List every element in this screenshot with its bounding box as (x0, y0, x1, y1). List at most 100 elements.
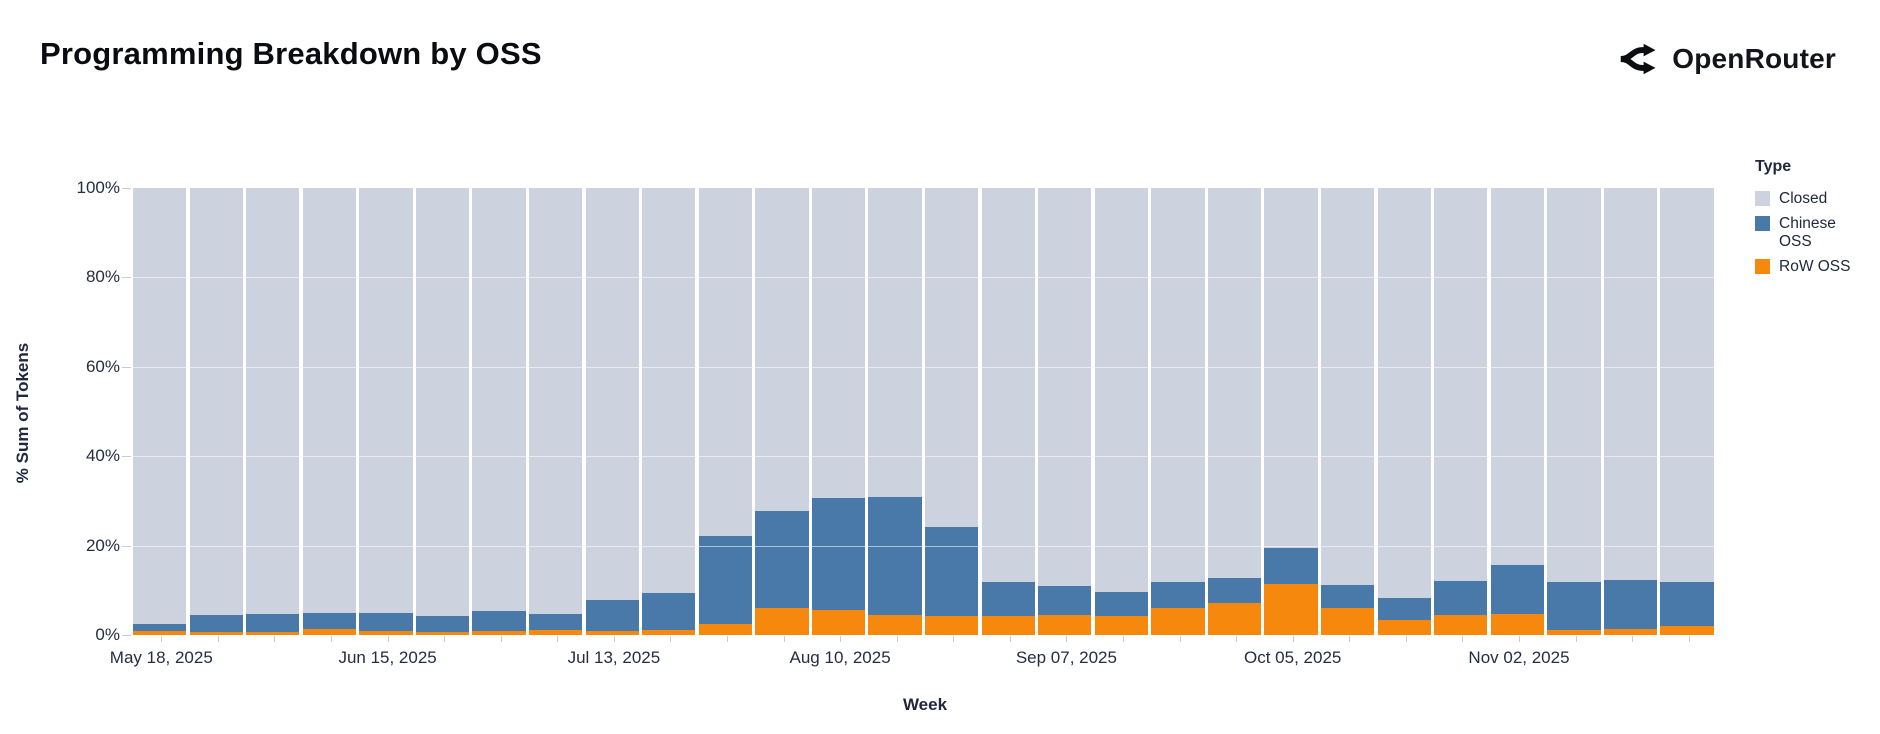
bar-segment-chinese-oss[interactable] (1094, 592, 1149, 617)
bar-segment-closed[interactable] (133, 188, 187, 625)
bar-segment-closed[interactable] (1038, 188, 1092, 586)
bar-segment-row-oss[interactable] (1603, 628, 1658, 635)
bar-segment-row-oss[interactable] (1547, 629, 1601, 635)
bar-segment-chinese-oss[interactable] (472, 610, 526, 631)
bar-segment-chinese-oss[interactable] (302, 612, 357, 629)
bar-segment-row-oss[interactable] (1264, 583, 1318, 635)
bar-segment-closed[interactable] (529, 188, 583, 615)
bar-may-25-2025[interactable] (189, 188, 243, 635)
bar-segment-closed[interactable] (698, 188, 753, 537)
bar-segment-row-oss[interactable] (642, 629, 696, 635)
bar-segment-chinese-oss[interactable] (1321, 585, 1375, 609)
bar-segment-row-oss[interactable] (1151, 608, 1205, 635)
bar-segment-closed[interactable] (868, 188, 922, 497)
bar-segment-row-oss[interactable] (1207, 603, 1262, 635)
bar-segment-closed[interactable] (189, 188, 243, 615)
bar-segment-row-oss[interactable] (1490, 614, 1545, 635)
bar-segment-chinese-oss[interactable] (642, 592, 696, 630)
bar-segment-chinese-oss[interactable] (1377, 598, 1431, 620)
bar-jun-08-2025[interactable] (302, 188, 357, 635)
bar-segment-chinese-oss[interactable] (585, 600, 639, 631)
bar-jun-22-2025[interactable] (415, 188, 470, 635)
bar-nov-02-2025[interactable] (1490, 188, 1545, 635)
bar-segment-row-oss[interactable] (359, 630, 413, 635)
bar-segment-closed[interactable] (359, 188, 413, 614)
bar-segment-closed[interactable] (246, 188, 300, 614)
bar-segment-closed[interactable] (1603, 188, 1658, 580)
bar-segment-closed[interactable] (1490, 188, 1545, 565)
bar-segment-closed[interactable] (1377, 188, 1431, 599)
bar-segment-closed[interactable] (302, 188, 357, 613)
bar-jul-06-2025[interactable] (529, 188, 583, 635)
bar-sep-14-2025[interactable] (1094, 188, 1149, 635)
bar-jul-13-2025[interactable] (585, 188, 639, 635)
bar-segment-row-oss[interactable] (925, 616, 979, 635)
bar-segment-closed[interactable] (1264, 188, 1318, 548)
bar-aug-24-2025[interactable] (925, 188, 979, 635)
bar-segment-row-oss[interactable] (1377, 619, 1431, 635)
bar-segment-closed[interactable] (585, 188, 639, 601)
bar-segment-closed[interactable] (1660, 188, 1714, 583)
bar-oct-05-2025[interactable] (1264, 188, 1318, 635)
bar-segment-closed[interactable] (1321, 188, 1375, 586)
bar-aug-10-2025[interactable] (811, 188, 866, 635)
bar-segment-closed[interactable] (642, 188, 696, 593)
bar-segment-closed[interactable] (981, 188, 1035, 583)
bar-segment-closed[interactable] (1151, 188, 1205, 583)
bar-segment-row-oss[interactable] (529, 629, 583, 635)
bar-aug-17-2025[interactable] (868, 188, 922, 635)
bar-segment-row-oss[interactable] (811, 610, 866, 635)
bar-segment-row-oss[interactable] (1660, 626, 1714, 635)
bar-segment-chinese-oss[interactable] (359, 613, 413, 631)
bar-segment-row-oss[interactable] (1321, 608, 1375, 635)
bar-oct-26-2025[interactable] (1434, 188, 1488, 635)
bar-segment-chinese-oss[interactable] (1264, 547, 1318, 584)
bar-segment-chinese-oss[interactable] (1207, 578, 1262, 604)
bar-segment-closed[interactable] (1547, 188, 1601, 583)
bar-segment-chinese-oss[interactable] (811, 498, 866, 611)
bar-segment-chinese-oss[interactable] (529, 614, 583, 630)
bar-segment-row-oss[interactable] (246, 631, 300, 635)
bar-segment-chinese-oss[interactable] (246, 614, 300, 632)
bar-segment-row-oss[interactable] (1038, 614, 1092, 635)
bar-oct-19-2025[interactable] (1377, 188, 1431, 635)
bar-segment-closed[interactable] (472, 188, 526, 611)
bar-segment-chinese-oss[interactable] (1547, 582, 1601, 630)
bar-sep-21-2025[interactable] (1151, 188, 1205, 635)
bar-segment-closed[interactable] (811, 188, 866, 499)
bar-sep-07-2025[interactable] (1038, 188, 1092, 635)
bar-segment-row-oss[interactable] (302, 628, 357, 635)
bar-sep-28-2025[interactable] (1207, 188, 1262, 635)
bar-jul-20-2025[interactable] (642, 188, 696, 635)
bar-segment-row-oss[interactable] (755, 608, 809, 635)
bar-jul-27-2025[interactable] (698, 188, 753, 635)
bar-segment-closed[interactable] (925, 188, 979, 528)
bar-jun-29-2025[interactable] (472, 188, 526, 635)
bar-segment-chinese-oss[interactable] (1490, 564, 1545, 614)
bar-segment-chinese-oss[interactable] (1660, 582, 1714, 627)
bar-segment-chinese-oss[interactable] (698, 536, 753, 624)
bar-nov-09-2025[interactable] (1547, 188, 1601, 635)
bar-segment-chinese-oss[interactable] (868, 496, 922, 615)
bar-segment-chinese-oss[interactable] (133, 624, 187, 631)
bar-segment-closed[interactable] (755, 188, 809, 512)
bar-segment-row-oss[interactable] (1434, 614, 1488, 635)
bar-segment-chinese-oss[interactable] (1434, 581, 1488, 615)
bar-segment-row-oss[interactable] (415, 631, 470, 635)
bar-segment-chinese-oss[interactable] (1151, 582, 1205, 609)
bar-segment-chinese-oss[interactable] (189, 614, 243, 632)
bar-segment-row-oss[interactable] (981, 615, 1035, 635)
bar-segment-row-oss[interactable] (472, 630, 526, 635)
bar-segment-row-oss[interactable] (189, 631, 243, 635)
bar-segment-row-oss[interactable] (868, 614, 922, 635)
bar-oct-12-2025[interactable] (1321, 188, 1375, 635)
bar-segment-closed[interactable] (1207, 188, 1262, 579)
bar-segment-chinese-oss[interactable] (415, 616, 470, 632)
bar-jun-15-2025[interactable] (359, 188, 413, 635)
bar-segment-chinese-oss[interactable] (925, 527, 979, 617)
bar-segment-closed[interactable] (415, 188, 470, 617)
bar-segment-row-oss[interactable] (1094, 616, 1149, 635)
bar-segment-chinese-oss[interactable] (1038, 585, 1092, 615)
bar-nov-16-2025[interactable] (1603, 188, 1658, 635)
bar-aug-31-2025[interactable] (981, 188, 1035, 635)
